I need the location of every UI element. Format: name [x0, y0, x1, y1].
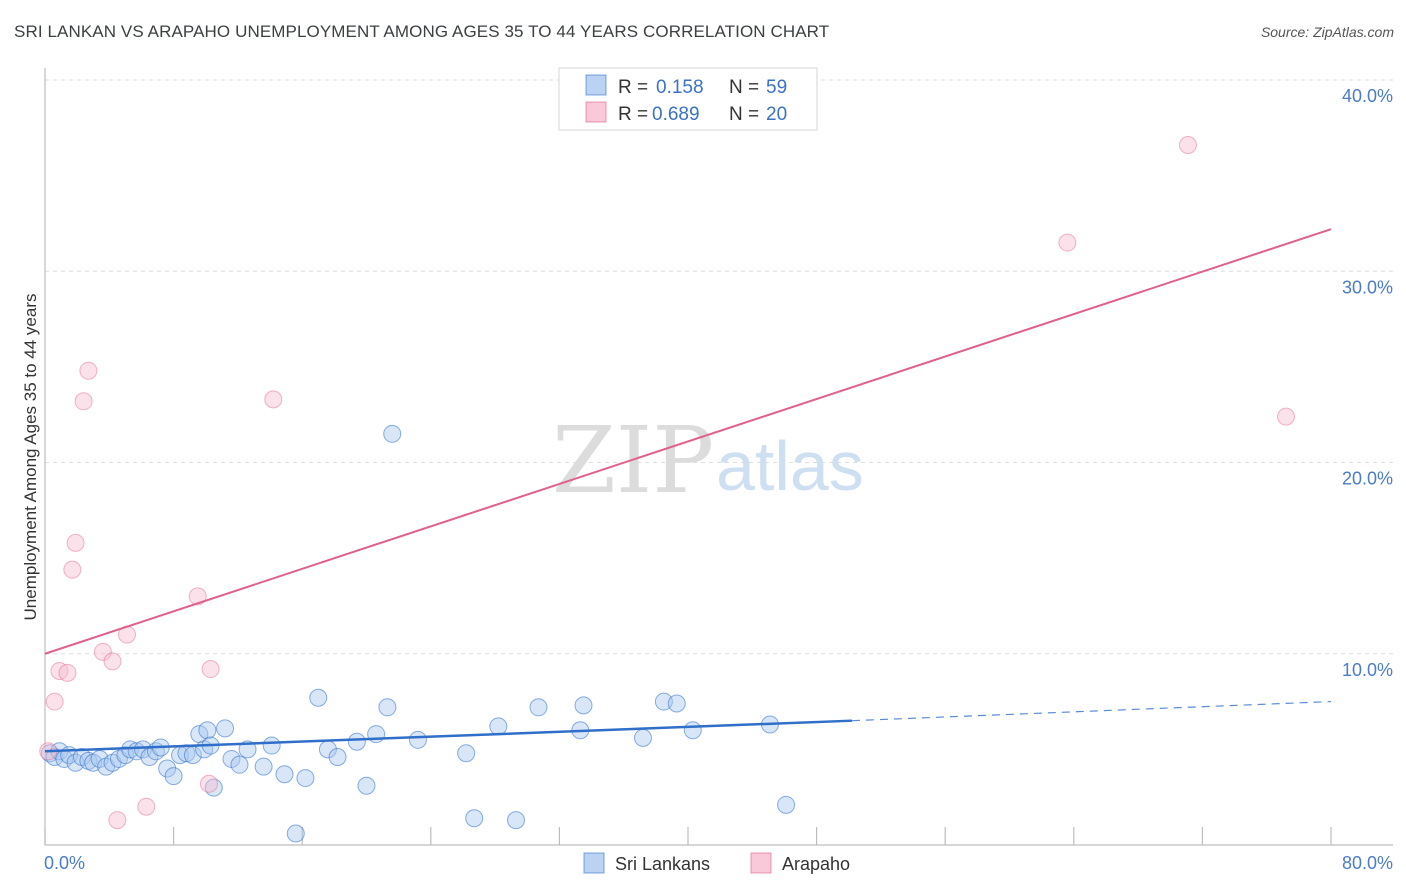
sri-lankans-point	[238, 740, 257, 759]
legend-r-label-sri-lankans: R =	[618, 77, 648, 98]
arapaho-point	[58, 663, 77, 682]
sri-lankans-point	[457, 744, 476, 763]
sri-lankans-point	[275, 765, 294, 784]
x-tick-label-min: 0.0%	[44, 853, 85, 873]
sri-lankans-point	[683, 721, 702, 740]
arapaho-point	[45, 692, 64, 711]
sri-lankans-point	[357, 776, 376, 795]
sri-lankans-point	[489, 717, 508, 736]
sri-lankans-point	[286, 824, 305, 843]
bottom-legend-label-sri-lankans: Sri Lankans	[615, 854, 710, 874]
correlation-legend: R = 0.158 N = 59 R = 0.689 N = 20	[558, 67, 818, 131]
arapaho-point	[74, 392, 93, 411]
legend-r-value-arapaho: 0.689	[652, 104, 700, 125]
bottom-legend-label-arapaho: Arapaho	[782, 854, 850, 874]
sri-lankans-trend-line	[44, 719, 853, 753]
watermark: ZIP atlas	[552, 407, 864, 514]
sri-lankans-point	[574, 696, 593, 715]
arapaho-trend-line	[44, 228, 1332, 655]
y-tick-label: 30.0%	[1342, 277, 1393, 297]
axes	[44, 68, 1393, 846]
sri-lankans-point	[777, 795, 796, 814]
sri-lankans-point	[328, 748, 347, 767]
sri-lankans-trend-extension	[851, 700, 1332, 722]
arapaho-point	[199, 774, 218, 793]
chart-title: SRI LANKAN VS ARAPAHO UNEMPLOYMENT AMONG…	[14, 22, 830, 41]
arapaho-point	[137, 797, 156, 816]
sri-lankans-point	[164, 767, 183, 786]
legend-n-label-sri-lankans: N =	[729, 77, 759, 98]
sri-lankans-point	[309, 688, 328, 707]
arapaho-point	[201, 660, 220, 679]
arapaho-point	[93, 642, 112, 661]
arapaho-point	[1276, 407, 1295, 426]
arapaho-point	[66, 533, 85, 552]
arapaho-point	[264, 390, 283, 409]
arapaho-point	[108, 811, 127, 830]
arapaho-point	[188, 587, 207, 606]
legend-r-label-arapaho: R =	[618, 104, 648, 125]
y-tick-labels: 10.0% 20.0% 30.0% 40.0%	[1342, 86, 1393, 680]
sri-lankans-point	[529, 698, 548, 717]
sri-lankans-point	[254, 757, 273, 776]
sri-lankans-point	[262, 736, 281, 755]
sri-lankans-point	[230, 755, 249, 774]
sri-lankans-point	[465, 809, 484, 828]
arapaho-point	[1178, 136, 1197, 155]
sri-lankans-point	[506, 811, 525, 830]
legend-r-value-sri-lankans: 0.158	[656, 77, 704, 98]
arapaho-point	[79, 361, 98, 380]
arapaho-point	[103, 652, 122, 671]
sri-lankans-points	[40, 424, 796, 843]
arapaho-point	[50, 661, 69, 680]
legend-n-value-sri-lankans: 59	[766, 77, 787, 98]
y-tick-label: 10.0%	[1342, 660, 1393, 680]
x-tick-label-max: 80.0%	[1342, 853, 1393, 873]
y-tick-label: 20.0%	[1342, 469, 1393, 489]
bottom-legend-swatch-sri-lankans	[583, 852, 605, 874]
sri-lankans-point	[378, 698, 397, 717]
arapaho-point	[1058, 233, 1077, 252]
trend-lines	[44, 228, 1332, 753]
sri-lankans-point	[158, 759, 177, 778]
legend-n-value-arapaho: 20	[766, 104, 787, 125]
sri-lankans-point	[296, 769, 315, 788]
sri-lankans-point	[116, 746, 135, 765]
chart-source: Source: ZipAtlas.com	[1260, 24, 1394, 40]
sri-lankans-point	[408, 730, 427, 749]
sri-lankans-point	[667, 694, 686, 713]
y-tick-label: 40.0%	[1342, 86, 1393, 106]
legend-swatch-arapaho	[585, 101, 607, 123]
bottom-legend-swatch-arapaho	[750, 852, 772, 874]
sri-lankans-point	[198, 721, 217, 740]
arapaho-point	[63, 560, 82, 579]
sri-lankans-point	[204, 778, 223, 797]
y-axis-title: Unemployment Among Ages 35 to 44 years	[21, 294, 40, 621]
arapaho-points	[39, 136, 1295, 830]
watermark-atlas: atlas	[716, 427, 864, 505]
legend-swatch-sri-lankans	[585, 74, 607, 96]
sri-lankans-point	[633, 728, 652, 747]
sri-lankans-point	[383, 424, 402, 443]
gridlines	[45, 79, 1393, 655]
series-legend: Sri Lankans Arapaho	[583, 852, 850, 874]
legend-n-label-arapaho: N =	[729, 104, 759, 125]
sri-lankans-point	[216, 719, 235, 738]
sri-lankans-point	[347, 732, 366, 751]
